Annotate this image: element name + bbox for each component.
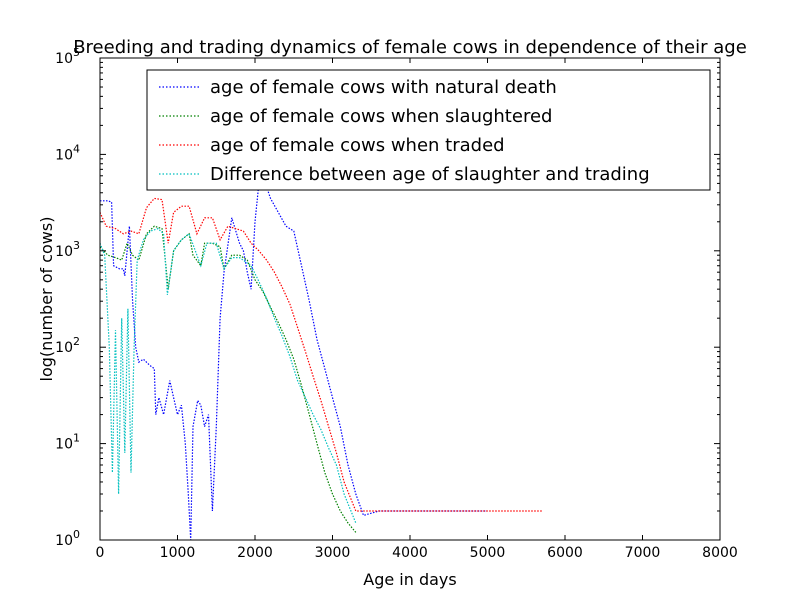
legend: age of female cows with natural death age… [146,69,711,191]
chart-title: Breeding and trading dynamics of female … [73,37,747,58]
y-tick-exponent: 2 [73,335,80,348]
y-tick-exponent: 0 [73,528,80,541]
x-tick-label: 1000 [160,545,196,561]
x-axis-label: Age in days [363,570,456,589]
y-tick-exponent: 3 [73,239,80,252]
legend-label-1: age of female cows with natural death [210,77,557,98]
x-tick-label: 0 [96,545,105,561]
x-tick-label: 8000 [702,545,738,561]
y-tick-exponent: 1 [73,432,80,445]
series-line-2 [100,225,357,533]
plot-area [100,174,542,540]
x-tick-label: 2000 [237,545,273,561]
series-line-1 [100,174,488,540]
series-line-4 [100,227,357,524]
legend-label-3: age of female cows when traded [210,135,505,156]
legend-label-4: Difference between age of slaughter and … [210,164,650,185]
x-tick-label: 3000 [315,545,351,561]
legend-label-2: age of female cows when slaughtered [210,106,552,127]
y-axis-label: log(number of cows) [37,217,56,382]
legend-box [146,69,711,191]
y-tick-exponent: 4 [73,142,80,155]
x-tick-label: 6000 [547,545,583,561]
x-tick-label: 7000 [625,545,661,561]
x-tick-label: 4000 [392,545,428,561]
y-tick-exponent: 5 [73,46,80,59]
series-line-3 [100,197,542,512]
x-tick-label: 5000 [470,545,506,561]
